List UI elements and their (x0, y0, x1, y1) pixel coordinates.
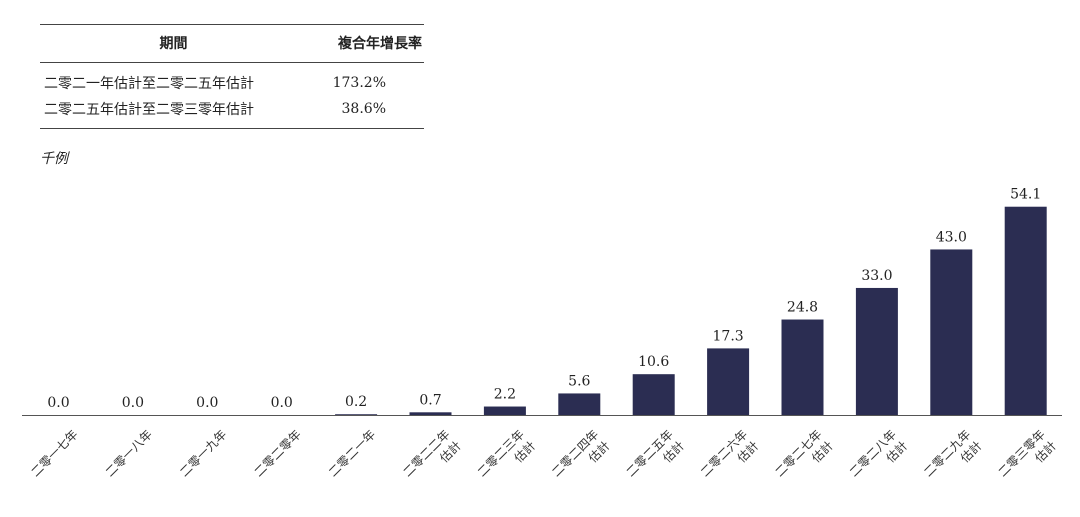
row-period: 二零二一年估計至二零二五年估計 (44, 76, 254, 92)
x-tick-label-line: 二零一八年 (103, 427, 155, 479)
data-label: 0.7 (419, 392, 441, 408)
data-label: 24.8 (787, 300, 818, 316)
bar (1004, 206, 1047, 415)
bar (855, 287, 898, 415)
data-label: 0.0 (196, 395, 218, 411)
table-row: 二零二五年估計至二零三零年估計 38.6% (40, 96, 424, 129)
data-label: 17.3 (713, 328, 744, 344)
bar (707, 348, 750, 415)
row-rate: 173.2% (332, 75, 386, 91)
x-tick-label: 二零二零年 (251, 427, 303, 479)
x-tick-label: 二零一九年 (177, 427, 229, 479)
bar (632, 374, 675, 415)
bar (930, 249, 973, 415)
data-label: 10.6 (638, 354, 669, 370)
cagr-table-header: 期間 複合年增長率 (40, 24, 424, 63)
data-label: 33.0 (861, 268, 892, 284)
row-rate: 38.6% (307, 96, 424, 129)
bar (781, 319, 824, 415)
x-tick-label-line: 二零一九年 (177, 427, 229, 479)
data-label: 5.6 (568, 373, 590, 389)
x-tick-label-line: 二零一七年 (28, 427, 80, 479)
data-label: 0.0 (271, 395, 293, 411)
table-row: 二零二一年估計至二零二五年估計 173.2% (40, 63, 424, 97)
bar (558, 393, 601, 415)
data-label: 54.1 (1010, 187, 1041, 203)
x-tick-label: 二零一八年 (103, 427, 155, 479)
row-period: 二零二五年估計至二零三零年估計 (40, 96, 308, 129)
bar (409, 412, 452, 415)
x-tick-label: 二零三零年估計 (995, 427, 1059, 479)
bar (335, 414, 378, 415)
data-label: 0.0 (122, 395, 144, 411)
x-tick-label: 二零二五年估計 (623, 427, 687, 479)
data-label: 43.0 (936, 229, 967, 245)
data-label: 0.2 (345, 394, 367, 410)
x-tick-label-line: 二零二一年 (326, 427, 378, 479)
data-label: 0.0 (47, 395, 69, 411)
x-tick-label: 二零二一年 (326, 427, 378, 479)
header-rate: 複合年增長率 (307, 24, 424, 63)
bar (483, 406, 526, 415)
chart-unit-label: 千例 (40, 151, 68, 167)
x-tick-label-line: 二零二零年 (251, 427, 303, 479)
data-label: 2.2 (494, 387, 516, 403)
x-tick-label: 二零一七年 (28, 427, 80, 479)
header-period: 期間 (40, 24, 308, 63)
cagr-table: 期間 複合年增長率 二零二一年估計至二零二五年估計 173.2% 二零二五年估計… (40, 24, 424, 129)
